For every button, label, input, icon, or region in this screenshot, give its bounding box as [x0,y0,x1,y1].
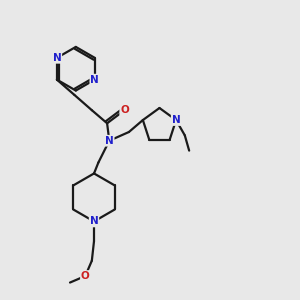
Text: N: N [90,75,99,85]
Text: N: N [105,136,114,146]
Text: N: N [172,115,180,125]
Text: N: N [52,53,61,63]
Text: O: O [81,271,90,281]
Text: N: N [90,217,98,226]
Text: O: O [120,105,129,115]
